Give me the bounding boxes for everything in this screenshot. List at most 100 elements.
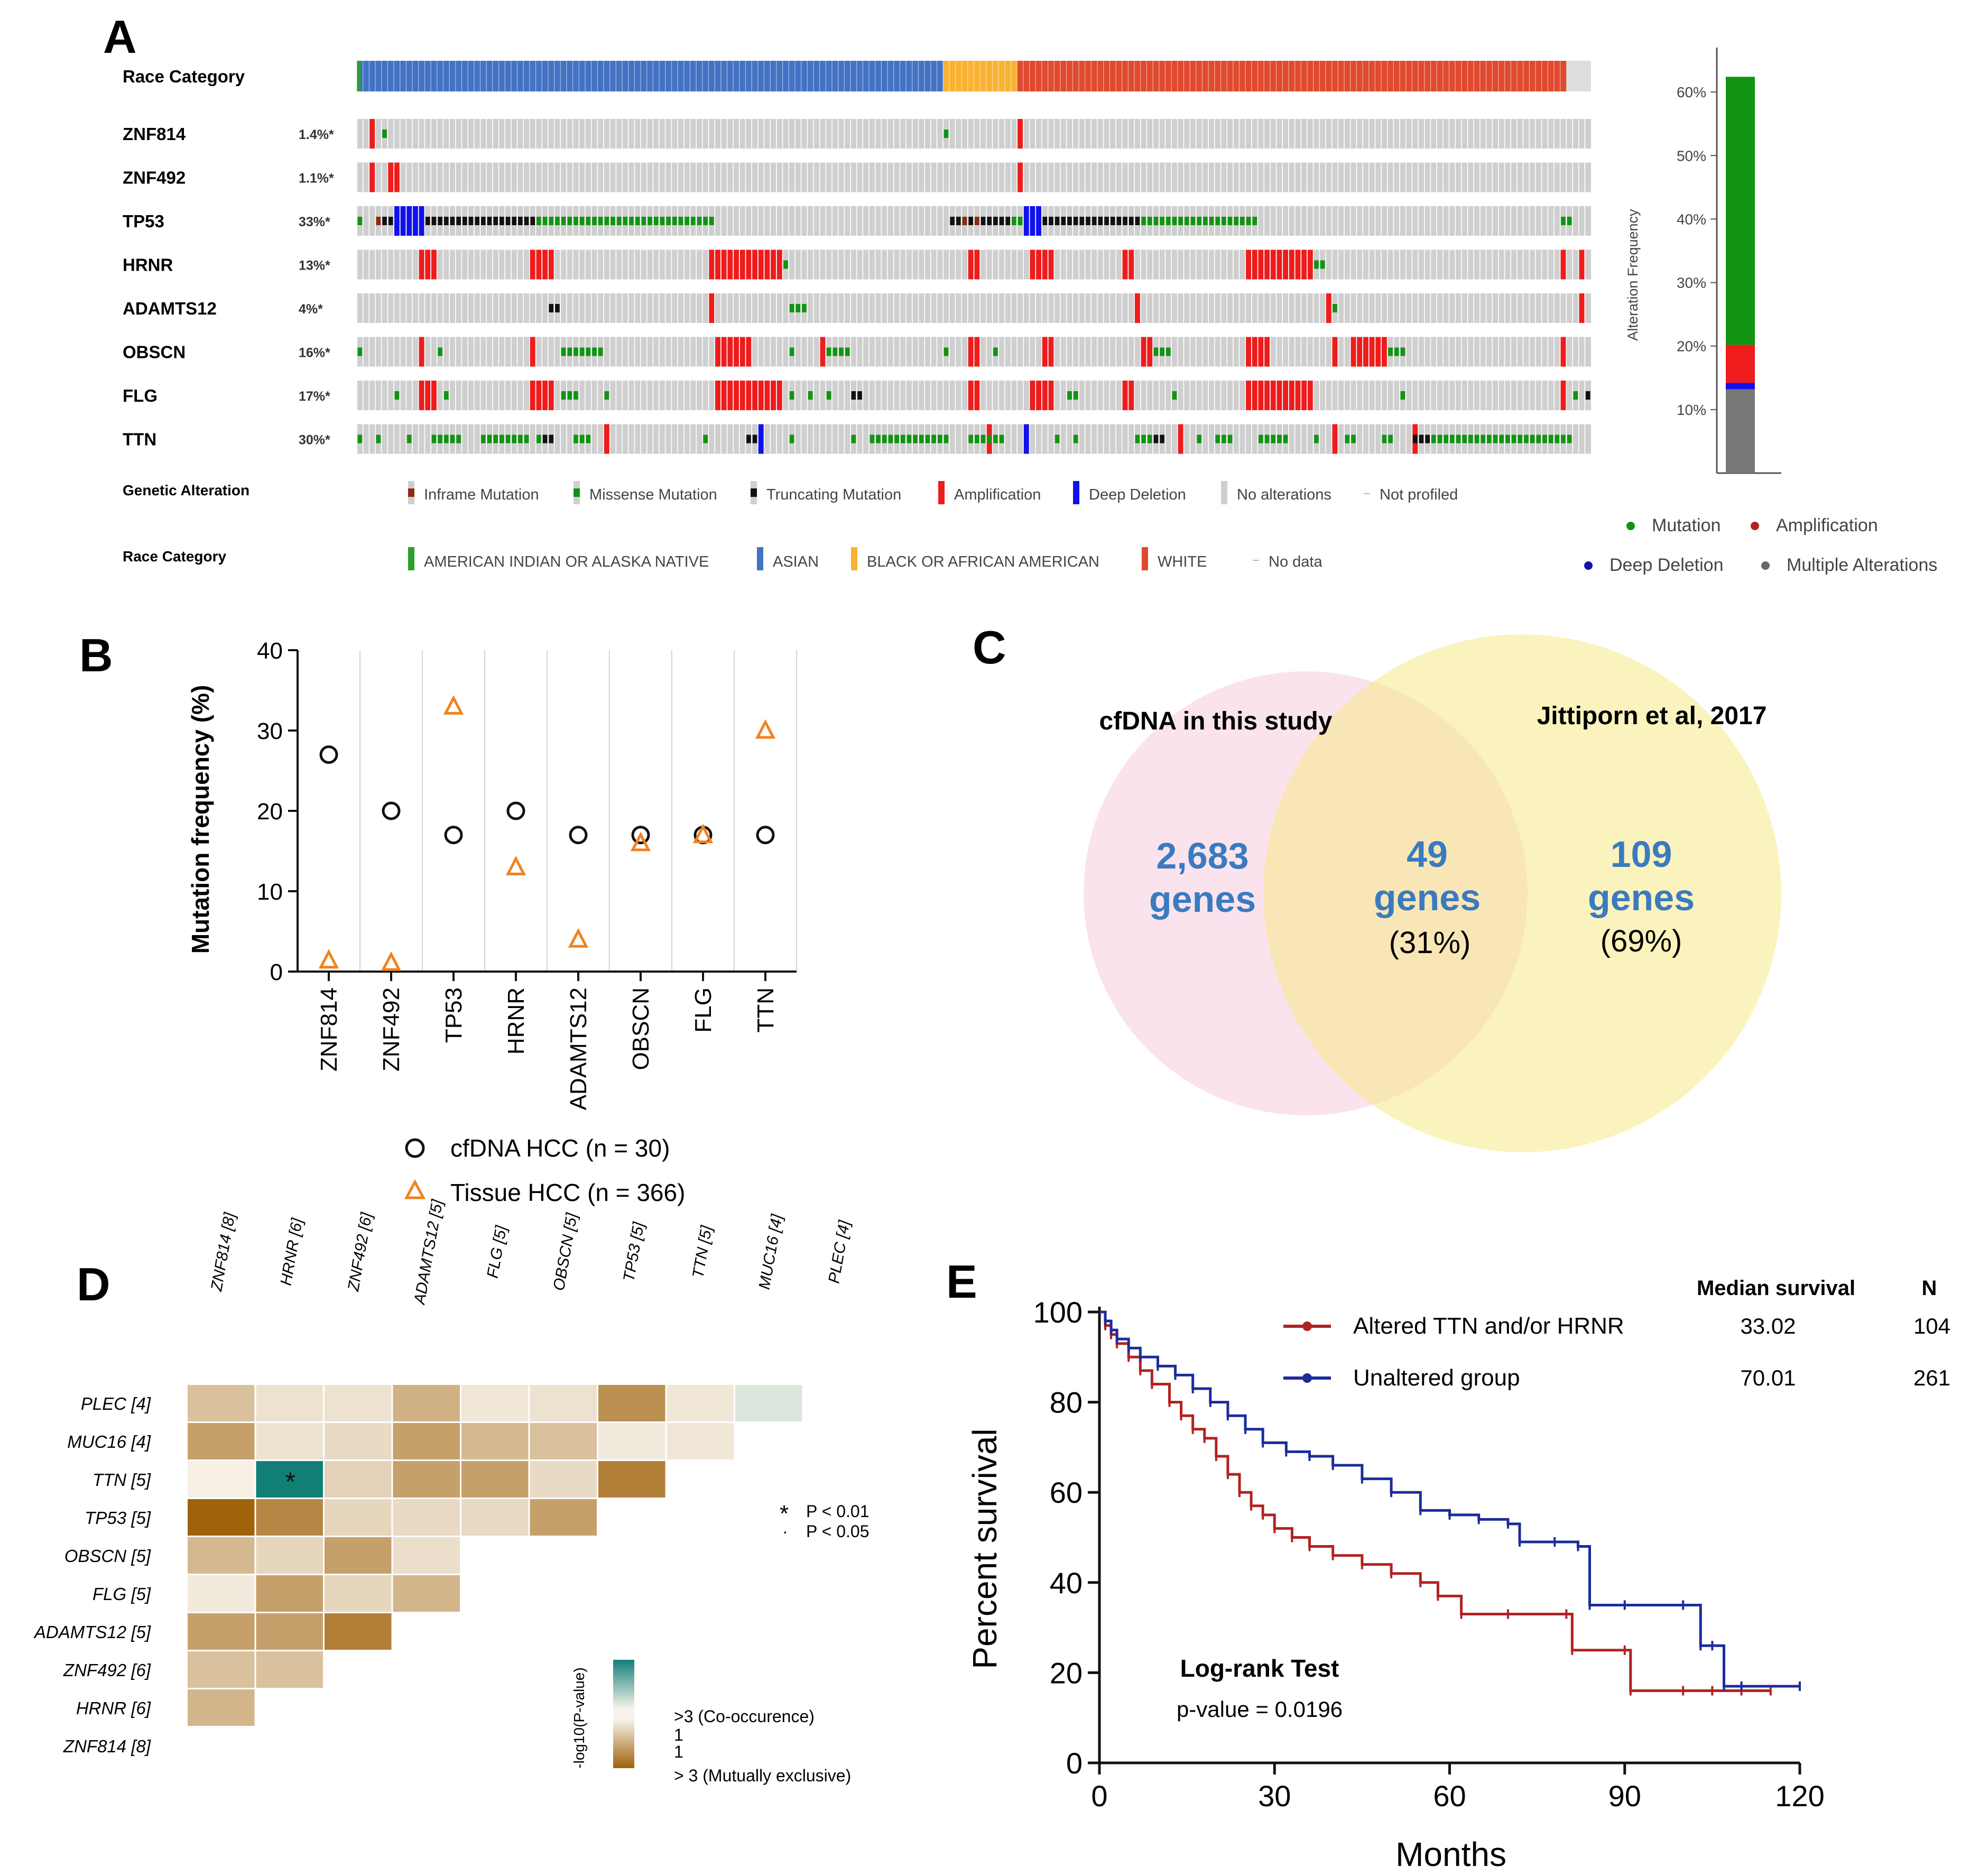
missense-mark [931, 435, 936, 443]
truncating-mark [993, 217, 998, 225]
missense-mark [542, 217, 548, 225]
missense-mark [685, 217, 689, 225]
d-heatmap: ZNF814 [8] HRNR [6] ZNF492 [6] ADAMTS12 [5]… [33, 1198, 854, 1756]
panel-label-c: C [973, 621, 1006, 673]
missense-mark [925, 435, 930, 443]
missense-mark [672, 217, 677, 225]
amplification-cell [734, 381, 739, 410]
b-point-tissue [755, 719, 776, 739]
d-heat-cell [256, 1461, 323, 1498]
race-legend-label: No data [1269, 553, 1322, 570]
race-segment [1017, 61, 1567, 91]
panel-label-e: E [946, 1255, 977, 1308]
b-x-tick-label: TP53 [441, 987, 467, 1043]
truncating-mark [518, 217, 523, 225]
amplification-cell [974, 381, 980, 410]
d-col-label: MUC16 [4] [756, 1213, 787, 1291]
legend-swatch-cna [1073, 481, 1079, 504]
d-heat-cell [256, 1423, 323, 1459]
missense-mark [604, 217, 609, 225]
colorbar-title: -log10(P-value) [571, 1667, 587, 1768]
d-row-label: TP53 [5] [85, 1508, 151, 1528]
d-row-label: HRNR [6] [76, 1698, 151, 1718]
truncating-mark [443, 217, 449, 225]
missense-mark [1555, 435, 1560, 443]
truncating-mark [431, 217, 437, 225]
oncoprint-row-znf492: ZNF492 1.1%* [123, 162, 1591, 192]
inframe-mark [376, 217, 381, 225]
truncating-mark [549, 304, 554, 312]
missense-mark [500, 435, 504, 443]
missense-mark [586, 435, 591, 443]
d-col-label: HRNR [6] [278, 1217, 307, 1287]
amplification-cell [1351, 337, 1356, 367]
missense-mark [894, 435, 899, 443]
missense-mark [1012, 217, 1016, 225]
d-heat-cell [188, 1499, 255, 1536]
oncoprint-row-tp53: TP53 33%* [123, 206, 1591, 236]
amplification-cell [1283, 381, 1289, 410]
missense-mark [1388, 435, 1393, 443]
truncating-mark [512, 217, 517, 225]
b-legend: cfDNA HCC (n = 30) Tissue HCC (n = 366) [404, 1134, 685, 1206]
missense-mark [567, 347, 572, 356]
n-header: N [1922, 1277, 1937, 1300]
missense-mark [438, 435, 442, 443]
d-heat-cell [393, 1537, 460, 1574]
missense-mark [913, 435, 918, 443]
truncating-mark [505, 217, 511, 225]
venn-count-left: 2,683 [1156, 835, 1248, 876]
e-legend-label: Unaltered group [1353, 1365, 1520, 1391]
truncating-mark [555, 304, 560, 312]
truncating-mark [857, 391, 862, 400]
truncating-mark [851, 391, 856, 400]
e-y-tick-label: 80 [1050, 1386, 1083, 1419]
truncating-mark [382, 217, 387, 225]
missense-mark [1518, 435, 1523, 443]
d-row-label: FLG [5] [93, 1584, 151, 1604]
missense-mark [975, 435, 979, 443]
missense-mark [382, 130, 387, 138]
missense-mark [579, 217, 585, 225]
e-y-tick-label: 100 [1033, 1296, 1083, 1329]
freq-legend-dot [1584, 561, 1593, 570]
truncating-mark [450, 217, 455, 225]
amplification-cell [1036, 249, 1042, 280]
missense-mark [919, 435, 924, 443]
amplification-cell [734, 337, 739, 367]
freq-legend-label: Multiple Alterations [1787, 555, 1937, 575]
missense-mark [1166, 217, 1171, 225]
missense-mark [574, 347, 578, 356]
d-heat-cell [325, 1385, 392, 1421]
d-heat-cell [188, 1385, 255, 1421]
amplification-cell [758, 249, 764, 280]
missense-mark [1215, 217, 1220, 225]
oncoprint-row-obscn: OBSCN 16%* [123, 337, 1591, 367]
missense-mark [1382, 435, 1387, 443]
missense-mark [1190, 217, 1196, 225]
e-legend-marker [1302, 1321, 1312, 1331]
e-legend-median: 70.01 [1740, 1365, 1796, 1390]
missense-mark [1259, 435, 1263, 443]
missense-mark [1209, 217, 1214, 225]
truncating-mark [950, 217, 955, 225]
missense-mark [537, 217, 541, 225]
deletion-cell [1023, 424, 1029, 454]
amplification-cell [1134, 293, 1140, 323]
d-heat-cell [325, 1499, 392, 1536]
missense-mark [357, 435, 363, 443]
amplification-cell [968, 337, 974, 367]
amplification-cell [1048, 381, 1054, 410]
missense-mark [623, 217, 628, 225]
missense-mark [406, 435, 412, 443]
amplification-cell [1258, 381, 1264, 410]
amplification-cell [734, 249, 739, 280]
missense-mark [1153, 217, 1159, 225]
e-y-tick-label: 0 [1066, 1746, 1083, 1780]
missense-mark [1141, 435, 1146, 443]
venn-unit-right: genes [1588, 877, 1695, 918]
missense-mark [944, 347, 949, 356]
freq-segment [1726, 77, 1755, 345]
amplification-cell [369, 162, 375, 192]
freq-segment [1726, 383, 1755, 390]
